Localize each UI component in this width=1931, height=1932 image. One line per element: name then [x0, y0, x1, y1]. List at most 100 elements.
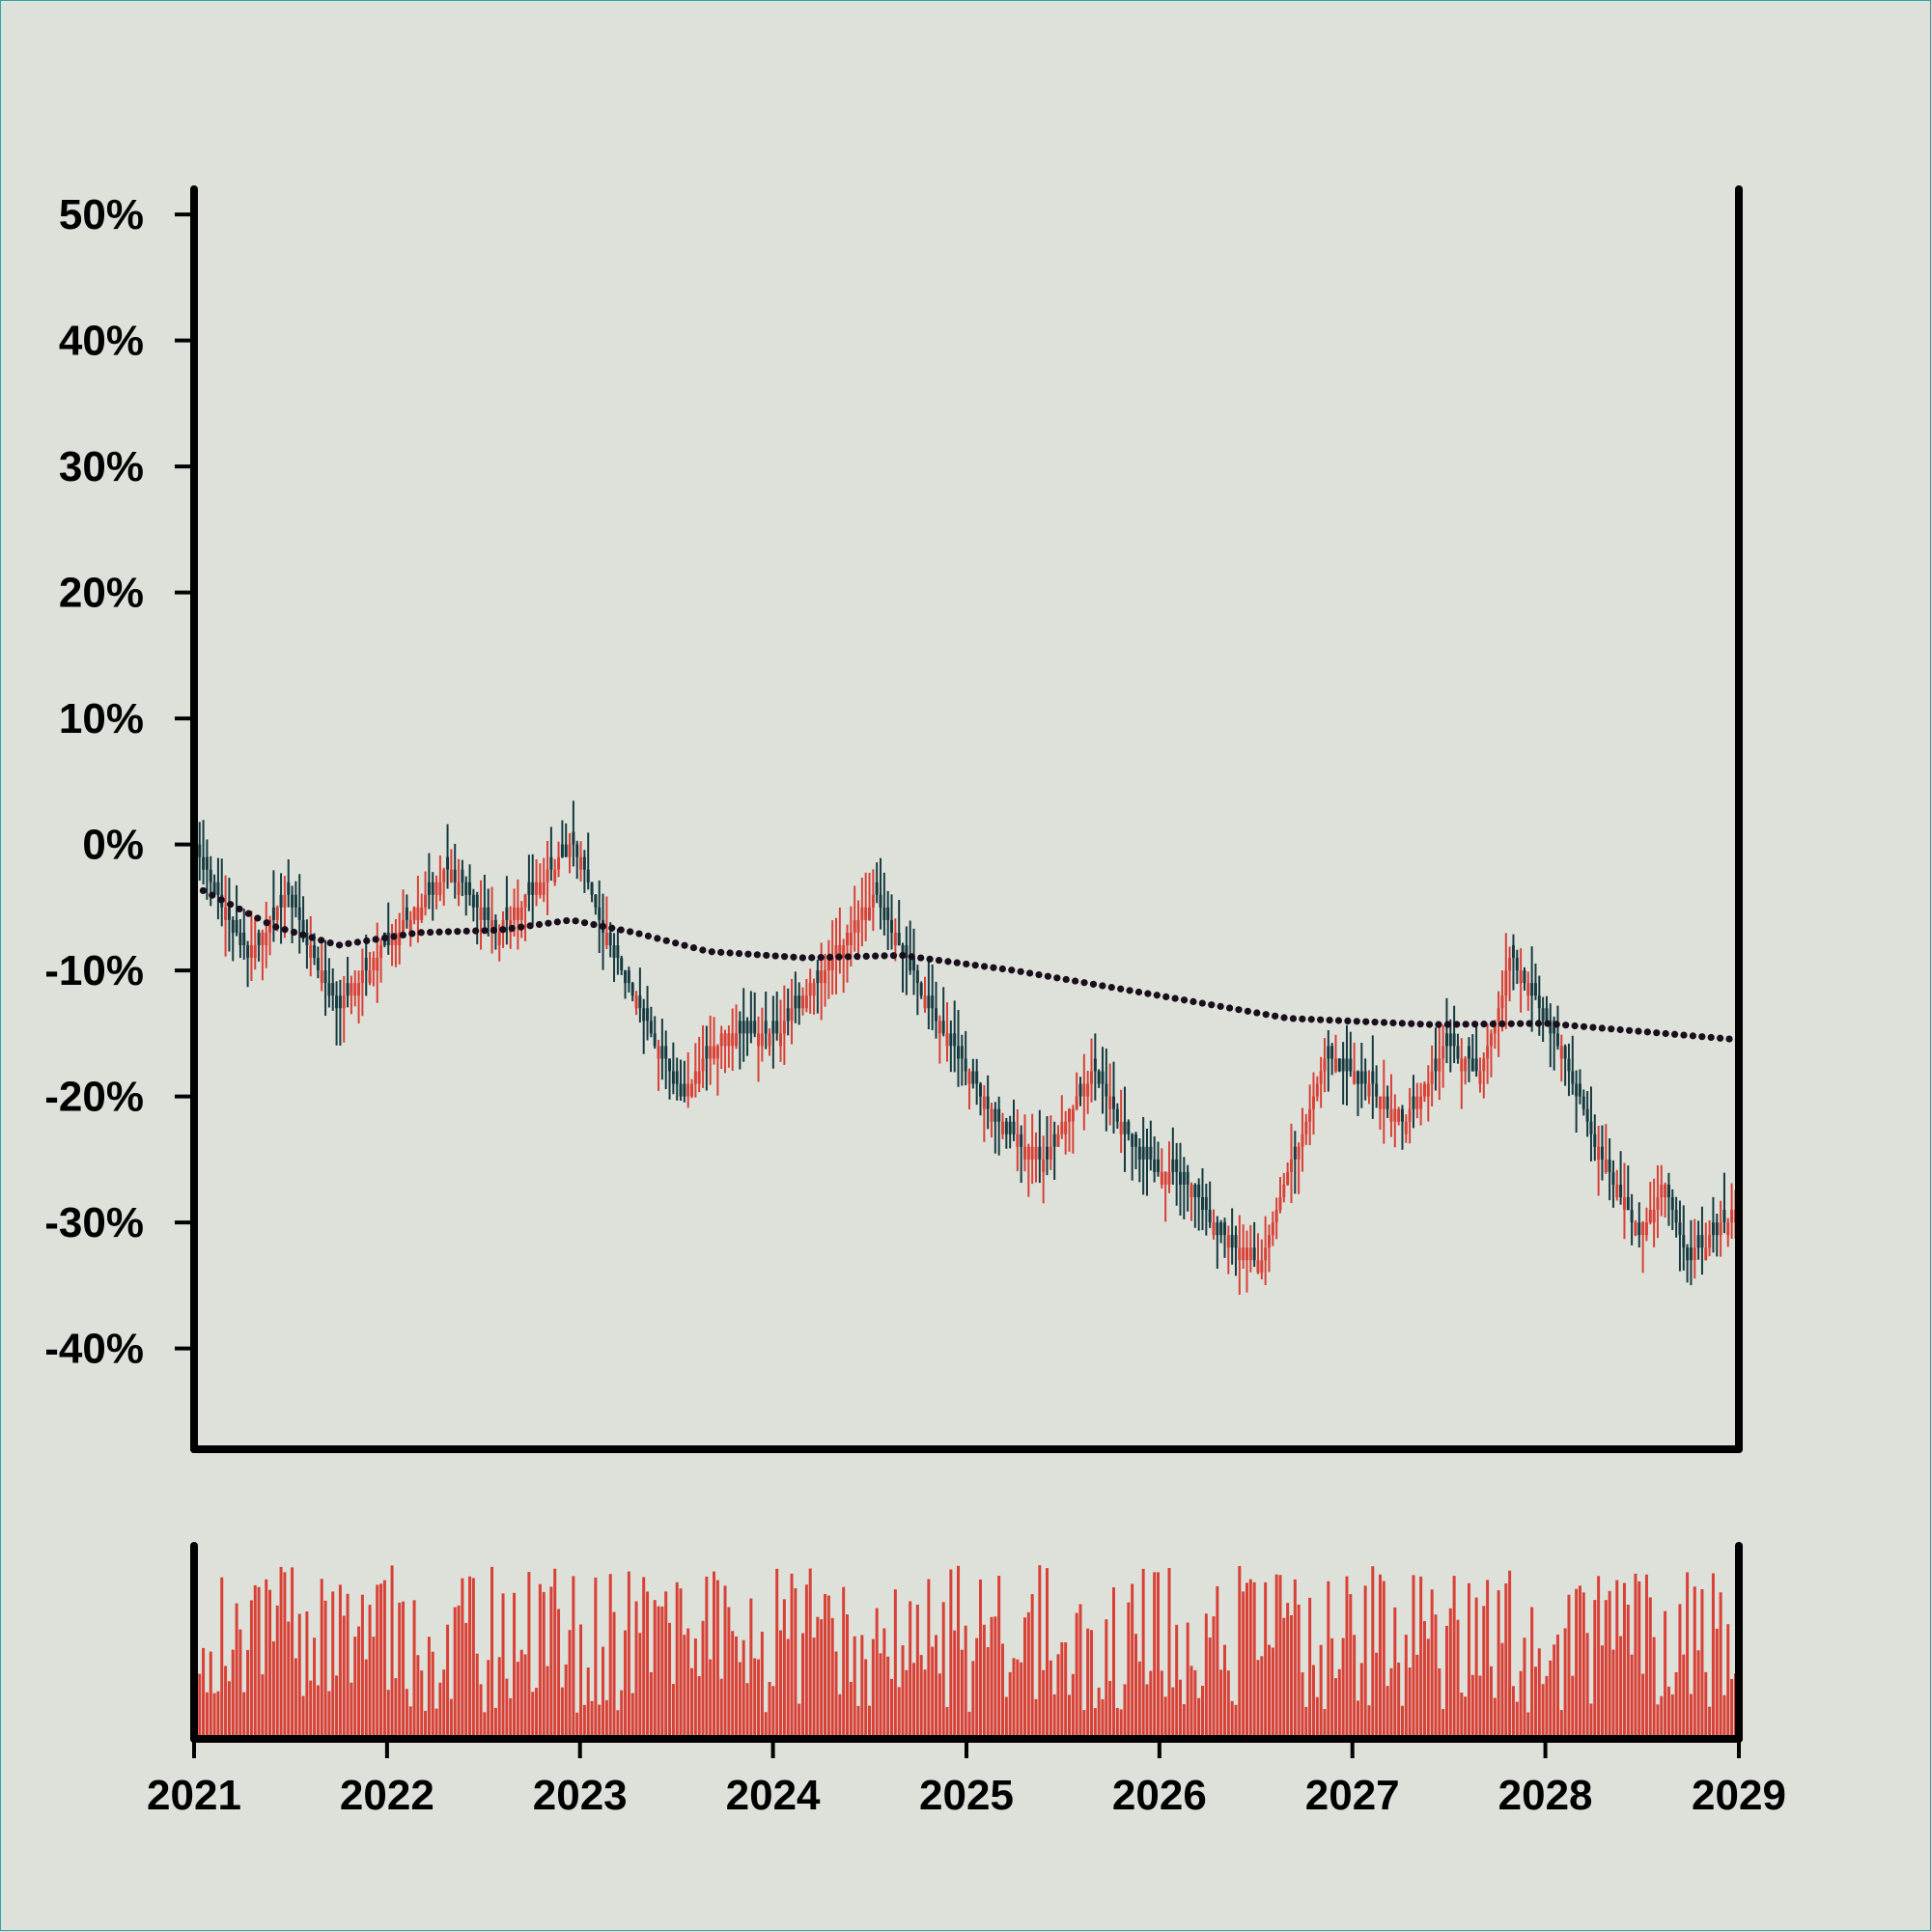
candle [764, 991, 768, 1050]
candle-body [927, 995, 931, 1009]
candle [1585, 1091, 1589, 1137]
candle-body [535, 882, 539, 895]
candle-body [1105, 1083, 1108, 1097]
moving-average-point [963, 960, 970, 968]
volume-bar [209, 1651, 212, 1739]
volume-bar [1559, 1710, 1563, 1739]
volume-bar [864, 1659, 868, 1739]
candle [909, 920, 912, 975]
candle [535, 859, 539, 907]
candle-body [1137, 1146, 1141, 1160]
candle [461, 859, 464, 897]
candle-body [986, 1096, 990, 1109]
candle-body [1301, 1134, 1304, 1147]
candle [320, 943, 323, 992]
candle-body [1711, 1222, 1715, 1236]
candle [931, 965, 935, 1030]
volume-bar [575, 1712, 579, 1739]
candle [979, 1081, 983, 1116]
candle [790, 978, 794, 1045]
volume-bar [446, 1624, 450, 1739]
candle [1693, 1218, 1696, 1279]
candle-body [686, 1083, 690, 1097]
candle-body [249, 945, 253, 959]
candle-body [1608, 1159, 1611, 1172]
volume-bar [238, 1629, 242, 1739]
candle-body [542, 882, 546, 895]
candle-body [1056, 1134, 1060, 1147]
axes: 50% 40% 30% 20% 10% 0% -10% -20% -30% -40% 2021 202… [44, 185, 1786, 1819]
candle [701, 1024, 705, 1088]
candle [1489, 1029, 1493, 1078]
y-tick-label: 40% [59, 318, 144, 365]
candle [782, 985, 786, 1065]
candle [1434, 1027, 1438, 1091]
volume-bar [1515, 1701, 1519, 1739]
candle-body [1715, 1222, 1719, 1236]
candle-body [1397, 1108, 1401, 1122]
candle [1600, 1125, 1604, 1181]
volume-bar [738, 1662, 742, 1739]
moving-average-point [390, 933, 398, 940]
candle-body [816, 970, 820, 984]
volume-bar [1341, 1638, 1345, 1739]
moving-average-point [1670, 1030, 1679, 1038]
candle-body [1519, 970, 1523, 984]
moving-average-point [1553, 1021, 1560, 1028]
candle [1426, 1065, 1430, 1122]
moving-average-point [753, 951, 761, 959]
candle-body [853, 919, 856, 933]
candle [1515, 949, 1519, 985]
candle [538, 863, 542, 899]
candle [630, 981, 634, 1002]
candle-body [1408, 1108, 1412, 1122]
volume-bar [1278, 1575, 1282, 1739]
volume-bar [1119, 1709, 1123, 1739]
candle [1497, 991, 1500, 1057]
volume-bar [909, 1601, 912, 1739]
candle [1160, 1148, 1163, 1189]
candle-body [268, 919, 272, 933]
moving-average-point [1307, 1016, 1315, 1023]
candle-body [598, 907, 602, 920]
volume-bar [1153, 1572, 1157, 1739]
candle-body [1385, 1096, 1389, 1109]
candle-body [764, 1021, 768, 1034]
candle [1264, 1216, 1268, 1285]
volume-bar [1216, 1585, 1219, 1739]
candle-body [1611, 1171, 1615, 1185]
moving-average-point [244, 910, 253, 917]
volume-bar [283, 1572, 287, 1739]
candle-body [1216, 1222, 1219, 1236]
candle-body [1678, 1222, 1682, 1236]
candle [531, 854, 535, 925]
candle-body [1670, 1197, 1674, 1211]
volume-bar [1186, 1622, 1189, 1739]
candle-body [531, 882, 535, 895]
candle-body [1141, 1146, 1145, 1160]
volume-bar [1444, 1625, 1448, 1739]
moving-average-point [1025, 969, 1034, 977]
candle [668, 1058, 672, 1100]
candle-body [487, 907, 490, 920]
candle-body [1474, 1058, 1478, 1072]
volume-bar [1486, 1580, 1490, 1739]
candle [220, 858, 224, 927]
candle-body [875, 882, 879, 895]
candle [919, 981, 923, 999]
moving-average-point [1725, 1035, 1733, 1043]
volume-bar [557, 1609, 561, 1739]
candle [1175, 1142, 1179, 1206]
moving-average-point [1280, 1014, 1288, 1022]
moving-average-point [1107, 984, 1115, 992]
candle [1549, 1003, 1553, 1068]
candle [1133, 1132, 1137, 1169]
moving-average-point [617, 926, 625, 934]
volume-bar [297, 1613, 301, 1739]
volume-bar [1267, 1644, 1271, 1739]
volume-bar [1470, 1674, 1474, 1739]
volume-bar [1178, 1679, 1182, 1739]
candle-body [731, 1033, 735, 1047]
candle [1090, 1038, 1094, 1103]
candle-body [483, 907, 487, 920]
